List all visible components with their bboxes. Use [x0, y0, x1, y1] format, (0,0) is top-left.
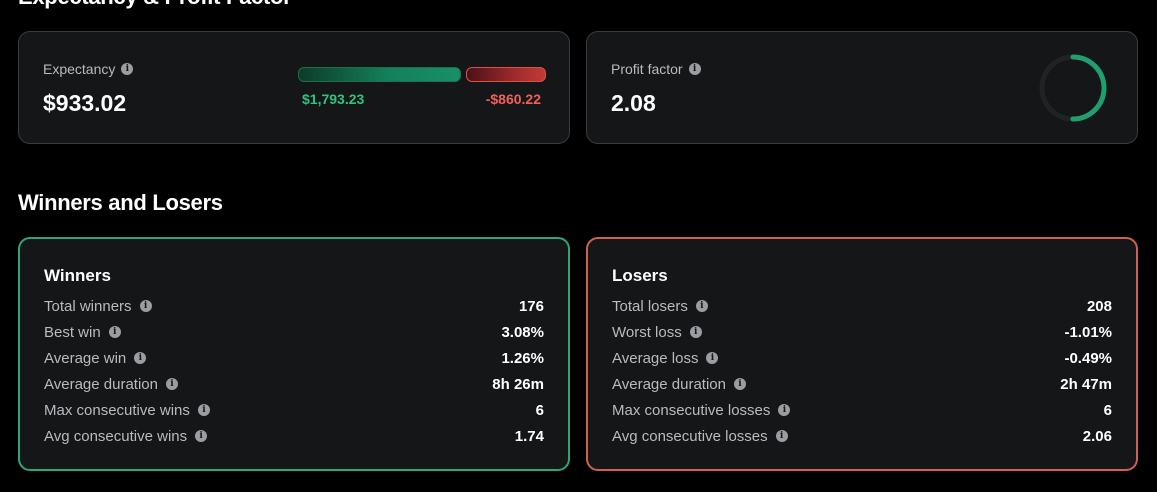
losers-row-value: 208	[1086, 297, 1112, 315]
winners-row-value: 6	[535, 401, 544, 419]
average-loss-value: -$860.22	[485, 91, 541, 107]
expectancy-value: $933.02	[43, 90, 127, 116]
info-icon[interactable]: i	[733, 378, 746, 390]
losers-row-label: Average duration	[612, 375, 726, 393]
losers-row-label: Max consecutive losses	[612, 401, 771, 419]
info-icon[interactable]: i	[695, 300, 708, 312]
winners-row-label: Best win	[44, 323, 101, 341]
expectancy-label-group: Expectancy i	[43, 61, 134, 77]
winners-row-label: Max consecutive wins	[44, 401, 190, 419]
winners-row-value: 1.74	[514, 427, 544, 445]
winners-row-label: Avg consecutive wins	[44, 427, 188, 445]
profit-factor-gauge	[1039, 54, 1107, 122]
winners-row-value: 3.08%	[501, 323, 544, 341]
info-icon[interactable]: i	[775, 430, 788, 442]
losers-row-value: -0.49%	[1064, 349, 1112, 367]
winners-row: Average duration i 8h 26m	[44, 371, 544, 397]
info-icon[interactable]: i	[134, 352, 147, 364]
info-icon[interactable]: i	[195, 430, 208, 442]
winners-title: Winners	[44, 266, 111, 285]
info-icon[interactable]: i	[688, 63, 701, 75]
winners-row-value: 1.26%	[501, 349, 544, 367]
losers-row-value: 6	[1103, 401, 1112, 419]
winners-row-label: Average win	[44, 349, 127, 367]
info-icon[interactable]: i	[139, 300, 152, 312]
winners-row: Best win i 3.08%	[44, 319, 544, 345]
winners-row-value: 8h 26m	[492, 375, 544, 393]
profit-factor-label: Profit factor	[611, 61, 683, 77]
losers-card: Losers Total losers i 208 Worst loss i -1.…	[586, 237, 1138, 471]
winners-rows: Total winners i 176 Best win i 3.08% Avera…	[44, 293, 544, 449]
average-loss-bar	[466, 67, 546, 82]
info-icon[interactable]: i	[165, 378, 178, 390]
info-icon[interactable]: i	[706, 352, 719, 364]
winners-row-label: Total winners	[44, 297, 132, 315]
expectancy-label: Expectancy	[43, 61, 116, 77]
expectancy-card: Expectancy i $933.02 $1,793.23 -$860.22	[18, 31, 570, 144]
losers-row: Average loss i -0.49%	[612, 345, 1112, 371]
average-win-value: $1,793.23	[302, 91, 365, 107]
losers-row-value: -1.01%	[1064, 323, 1112, 341]
section-title-winners-losers: Winners and Losers	[18, 190, 223, 215]
losers-row: Max consecutive losses i 6	[612, 397, 1112, 423]
profit-factor-card: Profit factor i 2.08	[586, 31, 1138, 144]
winners-row: Avg consecutive wins i 1.74	[44, 423, 544, 449]
losers-row-value: 2.06	[1082, 427, 1112, 445]
info-icon[interactable]: i	[197, 404, 210, 416]
info-icon[interactable]: i	[121, 63, 134, 75]
profit-factor-label-group: Profit factor i	[611, 61, 701, 77]
average-win-bar	[298, 67, 461, 82]
losers-row-value: 2h 47m	[1060, 375, 1112, 393]
info-icon[interactable]: i	[108, 326, 121, 338]
gauge-arc	[1039, 54, 1107, 122]
winners-row-label: Average duration	[44, 375, 158, 393]
losers-row-label: Total losers	[612, 297, 688, 315]
losers-row: Worst loss i -1.01%	[612, 319, 1112, 345]
winners-row: Average win i 1.26%	[44, 345, 544, 371]
losers-row: Average duration i 2h 47m	[612, 371, 1112, 397]
losers-rows: Total losers i 208 Worst loss i -1.01% Ave…	[612, 293, 1112, 449]
losers-row-label: Average loss	[612, 349, 699, 367]
winners-row-value: 176	[518, 297, 544, 315]
losers-row-label: Avg consecutive losses	[612, 427, 768, 445]
profit-factor-value: 2.08	[611, 90, 656, 116]
losers-row: Total losers i 208	[612, 293, 1112, 319]
losers-row-label: Worst loss	[612, 323, 682, 341]
winners-row: Total winners i 176	[44, 293, 544, 319]
info-icon[interactable]: i	[778, 404, 791, 416]
winners-row: Max consecutive wins i 6	[44, 397, 544, 423]
section-title-expectancy-profit-factor: Expectancy & Profit Factor	[18, 0, 292, 10]
winners-card: Winners Total winners i 176 Best win i 3.0…	[18, 237, 570, 471]
losers-row: Avg consecutive losses i 2.06	[612, 423, 1112, 449]
losers-title: Losers	[612, 266, 668, 285]
info-icon[interactable]: i	[689, 326, 702, 338]
